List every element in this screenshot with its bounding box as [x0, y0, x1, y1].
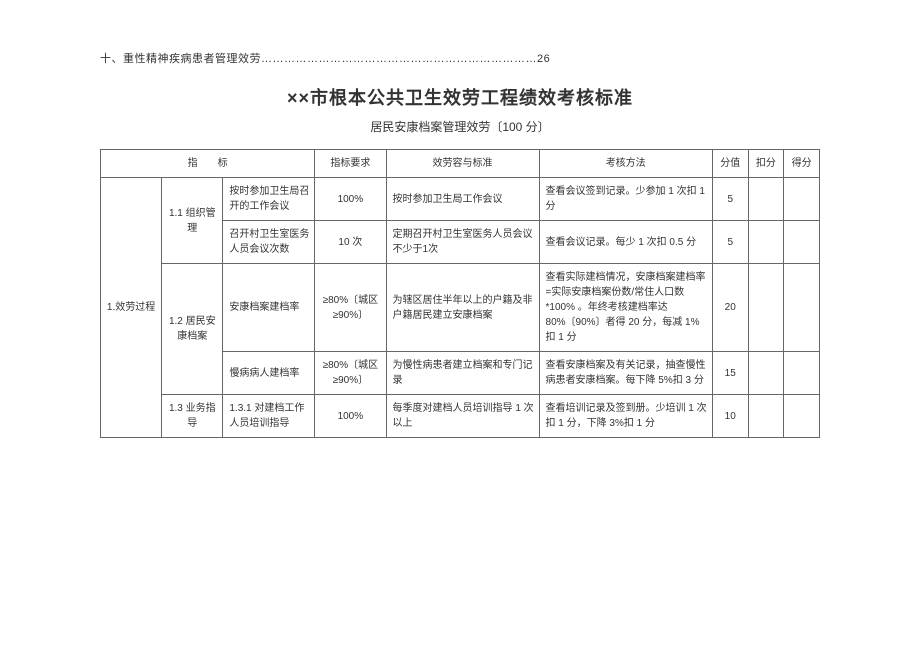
th-deduct: 扣分	[748, 150, 784, 178]
cell-content: 为慢性病患者建立档案和专门记录	[386, 352, 539, 395]
cell-category: 1.效劳过程	[101, 178, 162, 438]
cell-req: ≥80%〔城区≥90%〕	[315, 264, 386, 352]
table-row: 1.3 业务指导 1.3.1 对建档工作人员培训指导 100% 每季度对建档人员…	[101, 395, 820, 438]
cell-req: 100%	[315, 395, 386, 438]
th-requirement: 指标要求	[315, 150, 386, 178]
cell-score: 20	[712, 264, 748, 352]
cell-earned	[784, 395, 820, 438]
table-row: 1.效劳过程 1.1 组织管理 按时参加卫生局召开的工作会议 100% 按时参加…	[101, 178, 820, 221]
cell-score: 5	[712, 221, 748, 264]
cell-indicator: 按时参加卫生局召开的工作会议	[223, 178, 315, 221]
cell-deduct	[748, 221, 784, 264]
cell-score: 15	[712, 352, 748, 395]
sub-title: 居民安康档案管理效劳〔100 分〕	[100, 118, 820, 135]
cell-earned	[784, 178, 820, 221]
assessment-table: 指 标 指标要求 效劳容与标准 考核方法 分值 扣分 得分 1.效劳过程 1.1…	[100, 149, 820, 438]
cell-method: 查看安康档案及有关记录，抽查慢性病患者安康档案。每下降 5%扣 3 分	[539, 352, 712, 395]
cell-earned	[784, 221, 820, 264]
cell-method: 查看实际建档情况，安康档案建档率=实际安康档案份数/常住人口数*100% 。年终…	[539, 264, 712, 352]
header-row: 指 标 指标要求 效劳容与标准 考核方法 分值 扣分 得分	[101, 150, 820, 178]
cell-earned	[784, 264, 820, 352]
cell-indicator: 1.3.1 对建档工作人员培训指导	[223, 395, 315, 438]
th-score: 分值	[712, 150, 748, 178]
table-row: 1.2 居民安康档案 安康档案建档率 ≥80%〔城区≥90%〕 为辖区居住半年以…	[101, 264, 820, 352]
cell-score: 5	[712, 178, 748, 221]
cell-req: ≥80%〔城区≥90%〕	[315, 352, 386, 395]
cell-deduct	[748, 264, 784, 352]
cell-method: 查看会议记录。每少 1 次扣 0.5 分	[539, 221, 712, 264]
cell-content: 定期召开村卫生室医务人员会议不少于1次	[386, 221, 539, 264]
cell-earned	[784, 352, 820, 395]
th-earned: 得分	[784, 150, 820, 178]
cell-content: 为辖区居住半年以上的户籍及非户籍居民建立安康档案	[386, 264, 539, 352]
cell-indicator: 安康档案建档率	[223, 264, 315, 352]
main-title: ××市根本公共卫生效劳工程绩效考核标准	[100, 84, 820, 110]
cell-req: 10 次	[315, 221, 386, 264]
cell-req: 100%	[315, 178, 386, 221]
cell-group: 1.1 组织管理	[162, 178, 223, 264]
cell-content: 每季度对建档人员培训指导 1 次以上	[386, 395, 539, 438]
cell-indicator: 慢病病人建档率	[223, 352, 315, 395]
cell-deduct	[748, 352, 784, 395]
th-indicator: 指 标	[101, 150, 315, 178]
cell-indicator: 召开村卫生室医务人员会议次数	[223, 221, 315, 264]
cell-score: 10	[712, 395, 748, 438]
toc-line: 十、重性精神疾病患者管理效劳………………………………………………………………26	[100, 50, 820, 66]
th-content: 效劳容与标准	[386, 150, 539, 178]
cell-group: 1.3 业务指导	[162, 395, 223, 438]
cell-method: 查看会议签到记录。少参加 1 次扣 1 分	[539, 178, 712, 221]
th-method: 考核方法	[539, 150, 712, 178]
cell-deduct	[748, 178, 784, 221]
cell-group: 1.2 居民安康档案	[162, 264, 223, 395]
cell-content: 按时参加卫生局工作会议	[386, 178, 539, 221]
cell-deduct	[748, 395, 784, 438]
cell-method: 查看培训记录及签到册。少培训 1 次扣 1 分，下降 3%扣 1 分	[539, 395, 712, 438]
